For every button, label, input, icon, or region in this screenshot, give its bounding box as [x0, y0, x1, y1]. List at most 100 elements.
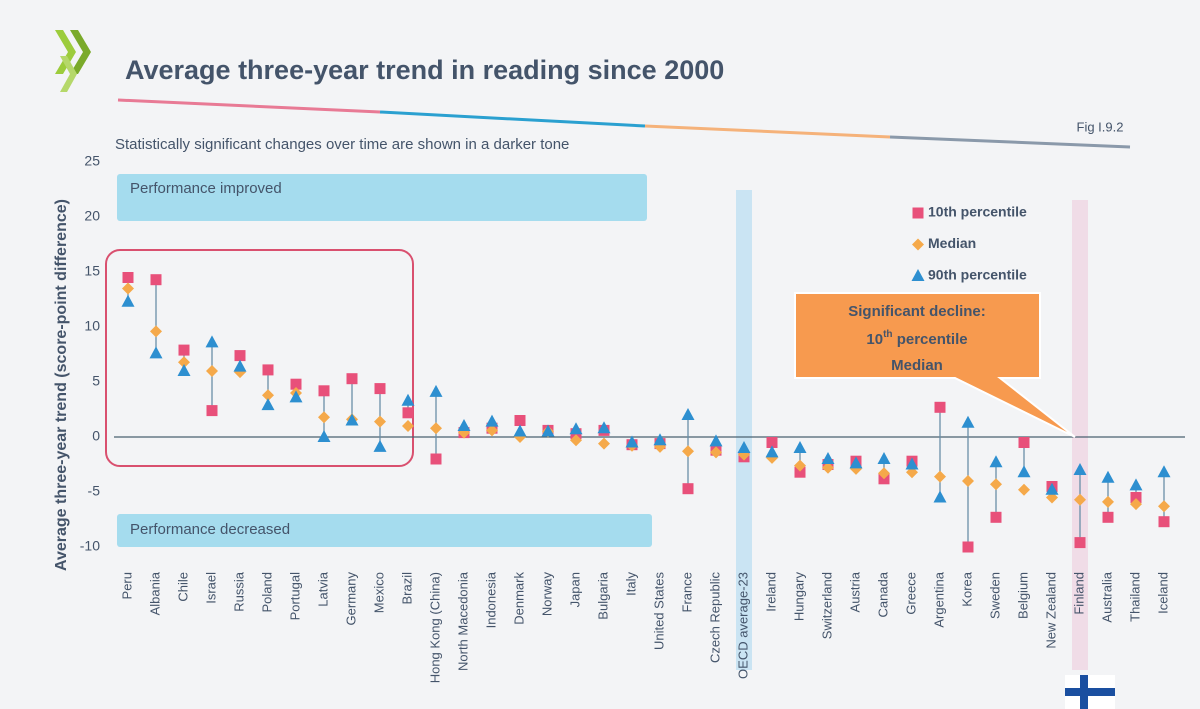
x-tick-label: Switzerland: [819, 572, 834, 639]
marker-10th: [1158, 516, 1170, 528]
marker-90th: [905, 457, 919, 470]
marker-10th: [766, 437, 778, 448]
y-tick-label: 10: [84, 318, 100, 334]
x-tick-label: Belgium: [1015, 572, 1030, 619]
x-tick-label: Chile: [175, 572, 190, 602]
marker-90th: [765, 445, 779, 458]
x-tick-label: Australia: [1099, 571, 1114, 622]
marker-median: [822, 461, 834, 474]
marker-10th: [206, 405, 218, 417]
oecd-band: [736, 190, 752, 670]
callout: Significant decline: 10th percentile Med…: [794, 292, 1076, 438]
x-tick-label: Hong Kong (China): [427, 572, 442, 683]
x-tick-label: Thailand: [1127, 572, 1142, 622]
y-tick-label: 20: [84, 208, 100, 224]
marker-10th: [402, 407, 414, 419]
marker-90th: [1017, 465, 1031, 478]
marker-10th: [150, 274, 162, 286]
x-tick-label: Brazil: [399, 572, 414, 605]
x-tick-label: Portugal: [287, 572, 302, 621]
x-tick-label: Norway: [539, 572, 554, 617]
marker-median: [178, 356, 190, 369]
marker-90th: [821, 452, 835, 464]
marker-10th: [1018, 437, 1030, 448]
marker-10th: [430, 453, 442, 465]
decreased-label: Performance decreased: [130, 521, 290, 538]
x-tick-label: Iceland: [1155, 572, 1170, 614]
x-tick-label: Hungary: [791, 572, 806, 622]
x-tick-label: Indonesia: [483, 571, 498, 628]
marker-90th: [121, 294, 135, 307]
marker-90th: [205, 335, 219, 348]
marker-90th: [709, 434, 723, 447]
marker-90th: [625, 435, 639, 448]
subtitle: Statistically significant changes over t…: [115, 136, 569, 153]
marker-10th: [990, 511, 1002, 523]
marker-median: [934, 470, 946, 483]
marker-90th: [261, 398, 275, 411]
marker-10th: [912, 207, 924, 219]
marker-90th: [653, 433, 667, 446]
marker-median: [486, 424, 498, 437]
x-tick-label: North Macedonia: [455, 571, 470, 671]
marker-90th: [849, 456, 863, 469]
marker-10th: [346, 373, 358, 385]
marker-median: [318, 411, 330, 424]
x-tick-label: Argentina: [931, 571, 946, 627]
marker-median: [150, 325, 162, 338]
marker-median: [206, 365, 218, 377]
x-tick-label: Japan: [567, 572, 582, 607]
highlight-box: [105, 249, 414, 467]
x-tick-label: Austria: [847, 571, 862, 612]
marker-median: [1074, 493, 1086, 506]
marker-median: [402, 420, 414, 432]
finland-band: [1072, 200, 1088, 670]
x-tick-label: Czech Republic: [707, 572, 722, 664]
marker-10th: [374, 383, 386, 395]
marker-90th: [149, 346, 163, 359]
y-tick-label: 5: [92, 373, 100, 389]
marker-10th: [514, 415, 526, 426]
marker-10th: [962, 541, 974, 553]
marker-90th: [401, 393, 415, 406]
title-underline: [117, 98, 1131, 149]
marker-90th: [1045, 482, 1059, 495]
marker-10th: [1074, 537, 1086, 549]
marker-90th: [1129, 478, 1143, 491]
callout-line: 10th percentile: [866, 329, 967, 348]
marker-median: [1018, 483, 1030, 496]
marker-10th: [122, 272, 134, 283]
marker-90th: [373, 439, 387, 452]
x-tick-label: Denmark: [511, 572, 526, 625]
plot: 25 20 15 10 5 0 -5 -10 Peru Albania Chile Israel Rus…: [80, 153, 1185, 683]
marker-10th: [178, 344, 190, 356]
y-tick-label: 0: [92, 428, 100, 444]
y-tick-label: 25: [84, 153, 100, 169]
marker-90th: [1157, 465, 1171, 478]
x-tick-label: OECD average-23: [735, 572, 750, 679]
x-tick-label: Israel: [203, 572, 218, 604]
marker-10th: [794, 466, 806, 478]
marker-90th: [911, 269, 925, 281]
x-tick-label: Ireland: [763, 572, 778, 612]
legend-label: 10th percentile: [928, 204, 1027, 220]
marker-90th: [737, 441, 751, 453]
marker-90th: [877, 452, 891, 464]
x-tick-label: France: [679, 572, 694, 612]
callout-text: 10: [866, 331, 883, 348]
x-tick-label: United States: [651, 572, 666, 651]
marker-90th: [457, 419, 471, 431]
logo: [55, 30, 91, 92]
marker-median: [570, 434, 582, 447]
x-tick-label: Mexico: [371, 572, 386, 613]
flag: [1065, 675, 1115, 709]
marker-median: [430, 422, 442, 435]
x-tick-label: Bulgaria: [595, 571, 610, 619]
marker-median: [912, 238, 924, 251]
marker-90th: [541, 424, 555, 437]
marker-median: [262, 389, 274, 402]
marker-median: [374, 415, 386, 428]
x-tick-label: Finland: [1071, 572, 1086, 615]
x-tick-label: Russia: [231, 571, 246, 612]
